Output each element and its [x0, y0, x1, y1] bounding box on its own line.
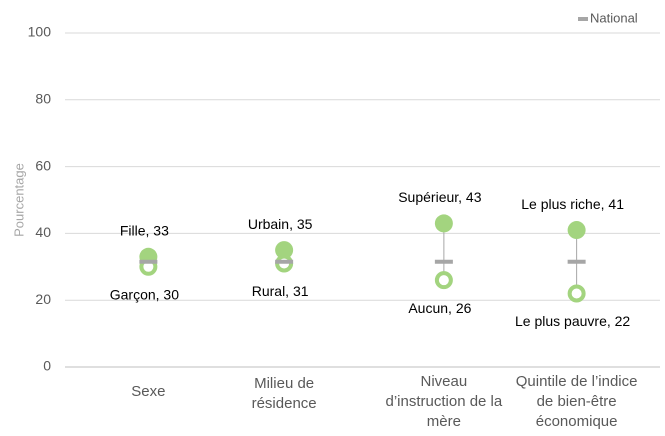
y-tick-label: 40 — [35, 224, 51, 240]
x-tick-label: Sexe — [131, 383, 165, 400]
data-label: Rural, 31 — [252, 283, 309, 299]
x-tick-label: mère — [427, 413, 461, 430]
x-tick-label: Niveau — [421, 373, 468, 390]
y-tick-label: 0 — [43, 358, 51, 374]
data-label: Supérieur, 43 — [398, 189, 481, 205]
x-tick-label: de bien-être — [537, 393, 617, 410]
low-dot — [567, 284, 586, 303]
x-tick-label: d’instruction de la — [386, 393, 503, 410]
data-label: Urbain, 35 — [248, 216, 313, 232]
y-axis-label: Pourcentage — [11, 163, 26, 237]
high-dot — [567, 221, 586, 240]
high-dot — [434, 214, 453, 233]
x-tick-label: résidence — [252, 395, 317, 412]
data-label: Fille, 33 — [120, 222, 169, 238]
y-tick-label: 80 — [35, 91, 51, 107]
y-tick-label: 20 — [35, 291, 51, 307]
y-tick-label: 60 — [35, 157, 51, 173]
data-label: Le plus riche, 41 — [521, 196, 624, 212]
x-tick-label: économique — [536, 413, 618, 430]
x-tick-label: Quintile de l’indice — [516, 373, 638, 390]
y-tick-label: 100 — [28, 24, 52, 40]
data-label: Aucun, 26 — [408, 300, 471, 316]
data-label: Garçon, 30 — [110, 287, 179, 303]
high-dot — [275, 241, 294, 260]
low-dot — [434, 271, 453, 290]
data-label: Le plus pauvre, 22 — [515, 313, 630, 329]
legend-label: National — [590, 10, 638, 25]
x-tick-label: Milieu de — [254, 375, 314, 392]
